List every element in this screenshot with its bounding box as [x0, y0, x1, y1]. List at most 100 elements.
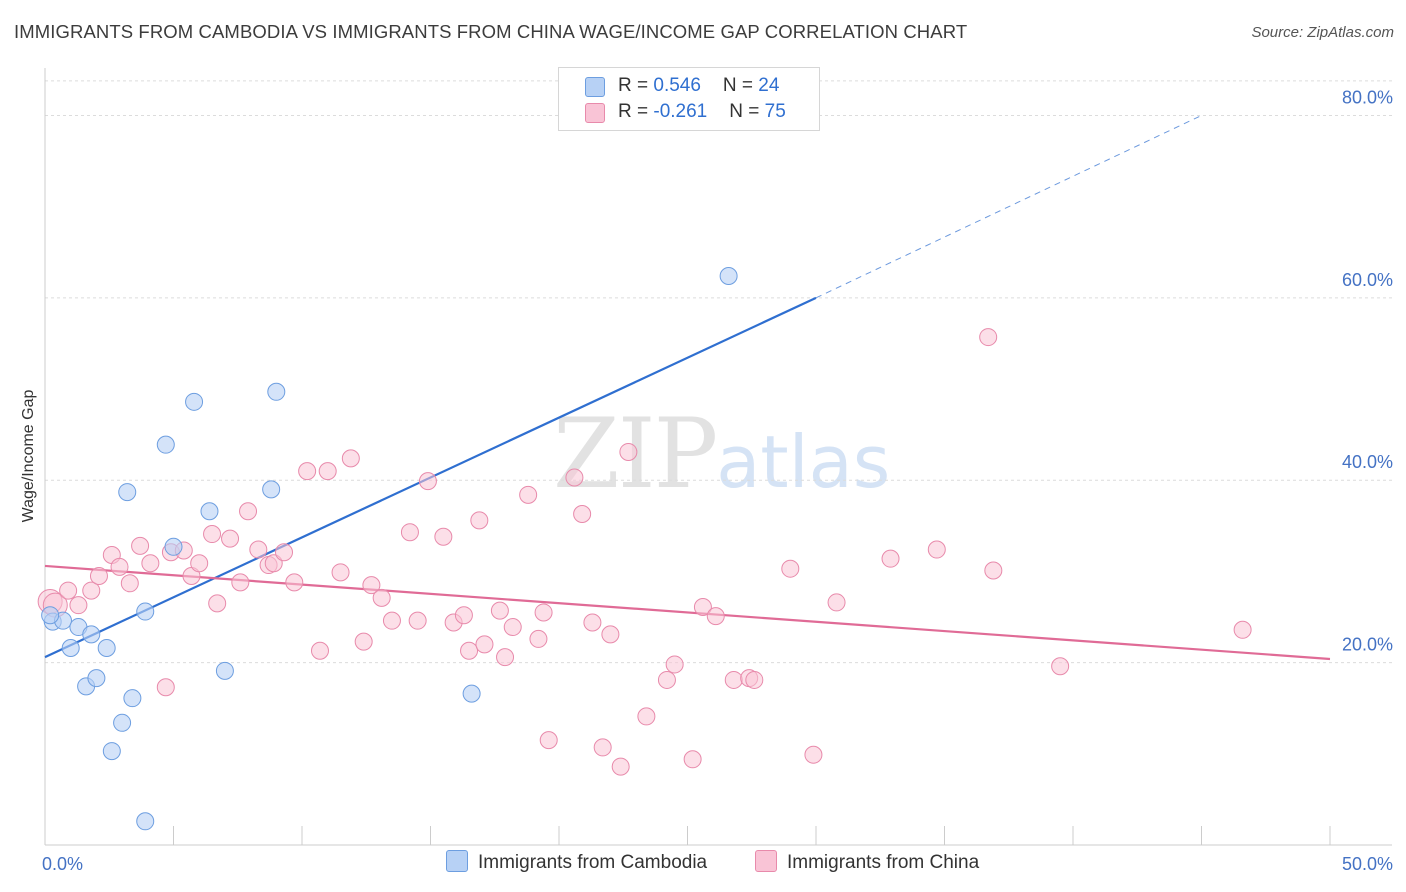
point-china-46	[503, 618, 522, 637]
point-china-11	[156, 678, 175, 697]
point-cambodia-9	[113, 713, 132, 732]
point-china-51	[565, 468, 584, 487]
point-china-37	[418, 472, 437, 491]
bottom-legend-swatch-china	[755, 850, 777, 872]
point-cambodia-23	[41, 606, 60, 625]
point-china-53	[583, 613, 602, 632]
point-cambodia-12	[136, 602, 155, 621]
point-china-31	[354, 632, 373, 651]
point-china-27	[310, 641, 329, 660]
data-points	[37, 266, 1252, 831]
point-china-5	[89, 566, 108, 585]
y-tick-label-3: 80.0%	[1342, 87, 1393, 107]
point-china-55	[601, 625, 620, 644]
point-china-36	[408, 611, 427, 630]
point-china-69	[827, 593, 846, 612]
point-china-33	[372, 588, 391, 607]
axes	[44, 68, 1392, 846]
point-china-54	[593, 738, 612, 757]
legend-swatch-cambodia	[585, 77, 605, 97]
point-cambodia-13	[156, 435, 175, 454]
point-china-28	[318, 462, 337, 481]
point-china-4	[82, 581, 101, 600]
point-china-60	[665, 655, 684, 674]
point-china-73	[984, 561, 1003, 580]
point-china-47	[519, 485, 538, 504]
legend-n-label: N =	[722, 75, 759, 96]
point-cambodia-15	[185, 392, 204, 411]
point-china-72	[979, 328, 998, 347]
point-china-62	[693, 597, 712, 616]
point-china-63	[706, 607, 725, 626]
point-cambodia-16	[200, 502, 219, 521]
point-cambodia-19	[267, 382, 286, 401]
point-china-29	[331, 563, 350, 582]
trendline-china	[44, 564, 1331, 661]
tick-labels: 20.0% 40.0% 60.0% 80.0% 0.0% 50.0% Wage/Income…	[20, 87, 1393, 874]
point-cambodia-17	[215, 661, 234, 680]
point-china-34	[382, 611, 401, 630]
point-china-56	[611, 757, 630, 776]
bottom-legend-cambodia: Immigrants from Cambodia	[446, 850, 707, 874]
point-china-15	[190, 554, 209, 573]
point-cambodia-18	[262, 480, 281, 499]
legend-n-label: N =	[729, 101, 765, 122]
point-china-58	[637, 707, 656, 726]
source-label: Source: ZipAtlas.com	[1251, 24, 1394, 41]
trendline-cambodia-extension	[815, 115, 1202, 299]
point-china-42	[470, 511, 489, 530]
point-china-35	[400, 523, 419, 542]
point-china-19	[231, 573, 250, 592]
legend-n-value: 24	[758, 75, 780, 96]
point-china-23	[264, 554, 283, 573]
point-china-16	[203, 525, 222, 544]
watermark: ZIPatlas	[553, 398, 890, 510]
legend-r-value: 0.546	[653, 75, 701, 96]
point-china-45	[496, 648, 515, 667]
point-cambodia-10	[118, 483, 137, 502]
bottom-legend-china: Immigrants from China	[755, 850, 979, 874]
point-cambodia-14	[164, 537, 183, 556]
point-china-66	[745, 670, 764, 689]
point-china-7	[110, 557, 129, 576]
point-cambodia-2	[61, 639, 80, 658]
point-china-24	[275, 543, 294, 562]
legend-r-label: R =	[618, 101, 654, 122]
legend-n-value: 75	[764, 101, 786, 122]
point-china-17	[208, 594, 227, 613]
point-china-71	[927, 540, 946, 559]
grid-lines	[45, 80, 1392, 664]
legend: R = 0.546 N = 24 R = -0.261 N = 75	[558, 67, 820, 131]
y-tick-label-2: 60.0%	[1342, 270, 1393, 290]
point-china-9	[131, 536, 150, 555]
point-china-25	[285, 573, 304, 592]
point-china-50	[539, 731, 558, 750]
point-china-2	[59, 581, 78, 600]
point-cambodia-21	[719, 266, 738, 285]
point-china-41	[460, 641, 479, 660]
point-china-26	[298, 462, 317, 481]
point-china-43	[475, 635, 494, 654]
point-china-61	[683, 750, 702, 769]
point-cambodia-7	[97, 639, 116, 658]
bottom-legend-swatch-cambodia	[446, 850, 468, 872]
legend-r-value: -0.261	[653, 101, 708, 122]
point-cambodia-11	[123, 689, 142, 708]
point-china-52	[573, 504, 592, 523]
x-tick-label-1: 50.0%	[1342, 854, 1393, 874]
point-china-21	[249, 540, 268, 559]
legend-swatch-china	[585, 103, 605, 123]
legend-r-label: R =	[618, 75, 654, 96]
point-china-40	[454, 606, 473, 625]
point-china-68	[804, 745, 823, 764]
point-china-49	[534, 603, 553, 622]
y-axis-label: Wage/Income Gap	[20, 390, 37, 523]
watermark-atlas: atlas	[716, 420, 891, 504]
point-cambodia-5	[82, 625, 101, 644]
point-china-38	[434, 527, 453, 546]
point-china-75	[1233, 620, 1252, 639]
bottom-legend-label-china: Immigrants from China	[787, 852, 980, 873]
point-china-18	[221, 529, 240, 548]
point-cambodia-8	[102, 742, 121, 761]
